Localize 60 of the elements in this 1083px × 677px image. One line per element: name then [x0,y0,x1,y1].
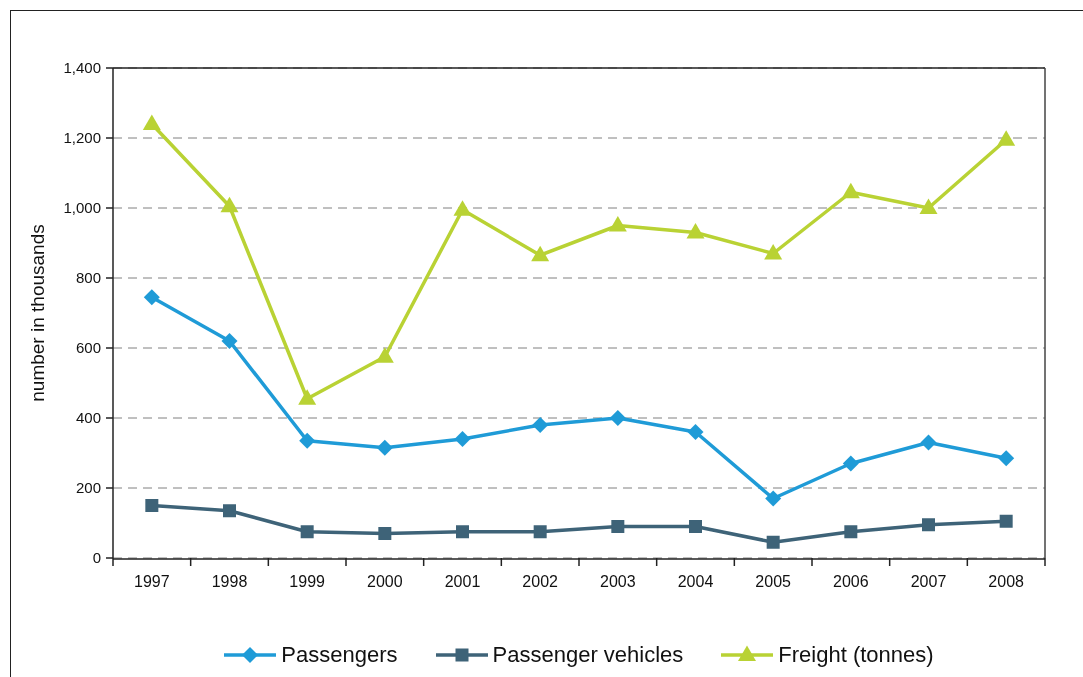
point [764,244,783,260]
point [686,223,705,239]
point [766,535,780,549]
y-tick-label: 0 [92,549,101,567]
legend-label: Passengers [281,642,398,668]
point [609,410,626,426]
point [300,525,314,539]
point [220,196,239,213]
point [841,182,860,199]
legend-label: Freight (tonnes) [778,642,934,668]
x-tick-label: 2007 [910,573,947,591]
point [145,499,159,512]
point [689,520,702,533]
x-tick-label: 2005 [755,573,792,591]
point [456,525,469,539]
point [844,525,858,539]
point [920,434,937,451]
point [531,245,550,262]
x-tick-label: 2008 [988,573,1025,591]
y-tick-label: 1,200 [63,129,101,147]
point [223,504,236,518]
y-tick-label: 600 [75,339,101,357]
point [765,490,782,507]
y-tick-label: 1,000 [63,199,101,217]
x-tick-label: 2000 [367,573,403,591]
point [998,450,1015,467]
y-tick-label: 400 [75,409,101,427]
point [298,389,317,405]
x-tick-label: 2002 [522,573,559,591]
x-tick-label: 1997 [134,573,170,591]
x-tick-label: 2004 [677,573,714,591]
point [919,198,938,214]
x-tick-label: 1998 [211,573,248,591]
point [376,439,393,456]
y-tick-label: 200 [75,479,101,497]
point [608,216,627,232]
point [378,527,392,540]
point [999,514,1013,528]
point [922,518,935,532]
legend-label: Passenger vehicles [492,642,684,668]
point [532,417,549,433]
y-tick-label: 800 [75,269,101,287]
point [533,525,547,539]
x-tick-label: 2006 [833,573,869,591]
point [375,347,394,363]
y-tick-label: 1,400 [63,59,101,77]
point [142,114,161,130]
point [611,520,625,533]
x-tick-label: 2003 [600,573,636,591]
x-tick-label: 2001 [444,573,481,591]
point [687,424,704,440]
point [299,432,316,449]
point [454,431,471,447]
point [453,200,472,216]
point [997,130,1016,146]
point [842,455,859,472]
x-tick-label: 1999 [289,573,326,591]
point [143,289,160,306]
point [221,333,238,349]
y-axis-title: number in thousands [27,224,49,402]
